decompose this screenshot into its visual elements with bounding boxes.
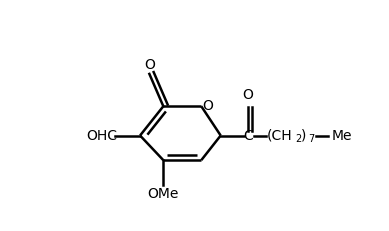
Text: 2: 2 (295, 134, 301, 144)
Text: C: C (243, 128, 253, 143)
Text: 7: 7 (308, 134, 314, 144)
Text: (CH: (CH (267, 128, 293, 143)
Text: O: O (144, 58, 155, 72)
Text: OMe: OMe (148, 187, 179, 201)
Text: O: O (242, 88, 253, 103)
Text: O: O (202, 99, 213, 113)
Text: Me: Me (331, 128, 352, 143)
Text: ): ) (300, 128, 306, 143)
Text: OHC: OHC (86, 128, 117, 143)
